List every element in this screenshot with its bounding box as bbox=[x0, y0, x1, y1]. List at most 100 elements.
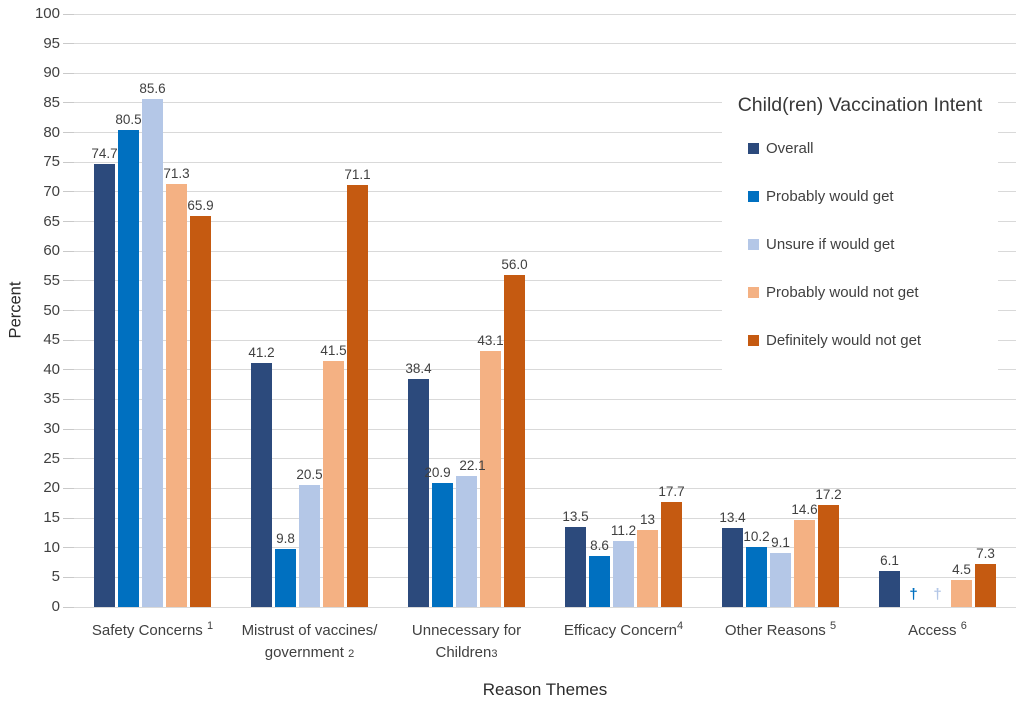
footnote-marker: 6 bbox=[960, 620, 967, 632]
bar-unsure-if-would-get bbox=[299, 485, 320, 607]
y-axis-tick bbox=[63, 339, 74, 341]
bar-slot: 17.2 bbox=[815, 14, 842, 607]
bar-slot: 8.6 bbox=[589, 14, 610, 607]
bar-value-label: 80.5 bbox=[115, 111, 142, 127]
gridline bbox=[74, 221, 1016, 223]
legend-item-label: Unsure if would get bbox=[766, 235, 895, 253]
y-axis-tick-label: 55 bbox=[43, 271, 60, 289]
bar-slot: 38.4 bbox=[405, 14, 432, 607]
bar-unsure-if-would-get bbox=[770, 553, 791, 607]
legend-item: Probably would not get bbox=[748, 282, 998, 302]
bar-slot: 56.0 bbox=[501, 14, 528, 607]
gridline bbox=[74, 428, 1016, 430]
dagger-marker: † bbox=[933, 586, 942, 603]
bar-slot: 65.9 bbox=[187, 14, 214, 607]
plot-area: 74.7 80.5 85.6 71.3 65.9 41.2 9.8 20.5 41.5 71.1 3… bbox=[63, 13, 1016, 608]
footnote-marker: 4 bbox=[676, 620, 684, 632]
y-axis-tick-label: 25 bbox=[43, 449, 60, 467]
bar-slot: 13.4 bbox=[719, 14, 746, 607]
legend-swatch bbox=[748, 190, 759, 202]
bar-slot: 41.5 bbox=[320, 14, 347, 607]
bar-definitely-would-not-get bbox=[190, 216, 211, 607]
gridline bbox=[74, 191, 1016, 193]
bar-value-label: 22.1 bbox=[459, 457, 486, 473]
legend-item: Overall bbox=[748, 138, 998, 158]
bar-value-label: 56.0 bbox=[501, 256, 528, 272]
footnote-marker: 5 bbox=[829, 620, 837, 632]
bar-overall bbox=[722, 527, 743, 607]
bar-slot: 74.7 bbox=[91, 14, 118, 607]
gridline bbox=[74, 606, 1016, 608]
bar-unsure-if-would-get bbox=[613, 540, 634, 607]
bar-definitely-would-not-get bbox=[661, 502, 682, 607]
legend-item-label: Probably would not get bbox=[766, 283, 919, 301]
bar-value-label: 6.1 bbox=[880, 552, 899, 568]
bar-value-label: 65.9 bbox=[187, 198, 214, 214]
y-axis-tick bbox=[63, 458, 74, 460]
bar-value-label: 4.5 bbox=[952, 562, 971, 578]
y-axis-tick-label: 30 bbox=[43, 420, 60, 438]
y-axis-tick-label: 40 bbox=[43, 360, 60, 378]
bar-value-label: 9.1 bbox=[771, 535, 790, 551]
y-axis-tick bbox=[63, 72, 74, 74]
y-axis-tick-label: 60 bbox=[43, 242, 60, 260]
gridline bbox=[74, 310, 1016, 311]
x-axis-category-label: Safety Concerns 1 bbox=[91, 620, 214, 640]
legend-item: Definitely would not get bbox=[748, 330, 998, 350]
bar-unsure-if-would-get bbox=[142, 99, 163, 607]
y-axis-tick-label: 50 bbox=[43, 301, 60, 319]
gridline bbox=[74, 576, 1016, 578]
bar-value-label: 43.1 bbox=[477, 333, 504, 349]
x-axis-category-label: Efficacy Concern4 bbox=[563, 620, 684, 640]
bar-probably-would-get bbox=[275, 548, 296, 607]
bar-slot: 22.1 bbox=[456, 14, 486, 607]
bar-slot: 10.2 bbox=[743, 14, 770, 607]
y-axis-tick bbox=[63, 517, 74, 519]
y-axis-tick bbox=[63, 161, 74, 163]
y-axis-tick-label: 80 bbox=[43, 123, 60, 141]
bar-value-label: 17.7 bbox=[658, 484, 685, 500]
bar-group: 13.4 10.2 9.1 14.6 17.2 bbox=[702, 14, 859, 607]
bar-slot: 20.5 bbox=[296, 14, 323, 607]
y-axis-tick bbox=[63, 102, 74, 104]
x-axis-category-label: Unnecessary for Children3 bbox=[411, 622, 522, 661]
bar-value-label: 85.6 bbox=[139, 81, 166, 97]
bar-slot: 71.1 bbox=[344, 14, 371, 607]
bar-definitely-would-not-get bbox=[975, 563, 996, 607]
bar-definitely-would-not-get bbox=[818, 505, 839, 607]
bar-overall bbox=[879, 570, 900, 607]
y-axis-tick-label: 35 bbox=[43, 390, 60, 408]
bar-slot: 71.3 bbox=[163, 14, 190, 607]
bar-value-label: 17.2 bbox=[815, 487, 842, 503]
x-axis-title: Reason Themes bbox=[482, 680, 608, 699]
legend: Child(ren) Vaccination Intent Overall Pro… bbox=[722, 94, 998, 378]
y-axis-tick-label: 85 bbox=[43, 93, 60, 111]
bar-value-label: 20.5 bbox=[296, 467, 323, 483]
legend-item: Probably would get bbox=[748, 186, 998, 206]
gridline bbox=[74, 13, 1016, 15]
gridline bbox=[74, 458, 1016, 460]
bar-slot: 6.1 bbox=[879, 14, 900, 607]
bar-slot: 7.3 bbox=[975, 14, 996, 607]
legend-swatch bbox=[748, 334, 759, 346]
bar-overall bbox=[251, 362, 272, 607]
bar-slot: 20.9 bbox=[424, 14, 453, 607]
bar-definitely-would-not-get bbox=[504, 274, 525, 607]
bar-probably-would-not-get bbox=[951, 580, 972, 607]
legend-item-label: Definitely would not get bbox=[766, 331, 922, 349]
bar-value-label: 9.8 bbox=[276, 530, 295, 546]
gridline bbox=[74, 547, 1016, 549]
y-axis-tick bbox=[63, 547, 74, 549]
gridline bbox=[74, 72, 1016, 74]
gridline bbox=[74, 43, 1016, 45]
bar-slot: 17.7 bbox=[658, 14, 685, 607]
bar-value-label: 13 bbox=[639, 511, 656, 527]
y-axis-tick-label: 100 bbox=[34, 5, 60, 22]
bar-slot: 11.2 bbox=[611, 14, 636, 607]
legend-swatch bbox=[748, 286, 759, 298]
bar-value-label: 71.3 bbox=[163, 166, 190, 182]
y-axis-tick bbox=[63, 221, 74, 223]
bar-value-label: 74.7 bbox=[91, 146, 118, 162]
bar-slot: 14.6 bbox=[791, 14, 818, 607]
bar-value-label: 14.6 bbox=[791, 502, 818, 518]
